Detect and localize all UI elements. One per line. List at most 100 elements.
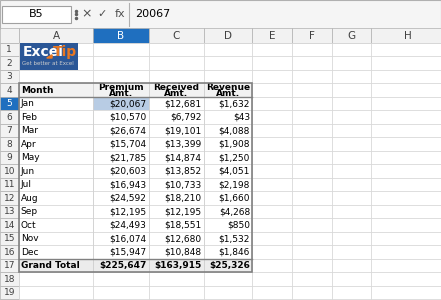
Bar xyxy=(332,245,371,259)
Bar xyxy=(292,151,332,164)
Bar xyxy=(252,272,292,286)
Bar xyxy=(19,151,93,164)
Text: 19: 19 xyxy=(4,288,15,297)
Bar xyxy=(204,205,252,218)
Text: $18,551: $18,551 xyxy=(164,220,202,230)
Bar xyxy=(332,28,371,43)
Bar xyxy=(292,124,332,137)
Text: ×: × xyxy=(82,8,92,21)
Bar xyxy=(332,97,371,110)
Bar xyxy=(332,218,371,232)
Text: 17: 17 xyxy=(4,261,15,270)
Text: 2: 2 xyxy=(7,59,12,68)
Text: $14,874: $14,874 xyxy=(164,153,202,162)
Bar xyxy=(19,83,93,97)
Bar xyxy=(371,164,441,178)
Bar xyxy=(252,164,292,178)
Bar xyxy=(204,299,252,300)
Bar xyxy=(0,110,19,124)
Bar xyxy=(149,259,204,272)
Text: 18: 18 xyxy=(4,275,15,284)
Text: F: F xyxy=(309,31,315,41)
Bar xyxy=(93,97,149,110)
Bar xyxy=(0,232,19,245)
Bar xyxy=(19,97,93,110)
Text: Apr: Apr xyxy=(21,140,36,148)
Bar xyxy=(19,110,93,124)
Bar xyxy=(252,245,292,259)
Text: $10,570: $10,570 xyxy=(109,113,146,122)
Text: Premium: Premium xyxy=(98,83,144,92)
Text: D: D xyxy=(224,31,232,41)
Text: $163,915: $163,915 xyxy=(154,261,202,270)
Bar xyxy=(292,70,332,83)
Bar xyxy=(204,272,252,286)
Text: $25,326: $25,326 xyxy=(209,261,250,270)
Bar xyxy=(19,232,93,245)
Text: $10,848: $10,848 xyxy=(164,248,202,256)
Bar xyxy=(371,43,441,56)
Bar xyxy=(204,218,252,232)
Text: 4: 4 xyxy=(7,86,12,95)
Bar xyxy=(204,191,252,205)
Bar xyxy=(19,124,93,137)
Text: $43: $43 xyxy=(233,113,250,122)
Bar xyxy=(332,232,371,245)
Text: $4,088: $4,088 xyxy=(219,126,250,135)
Bar xyxy=(292,56,332,70)
Bar xyxy=(292,28,332,43)
Text: $16,074: $16,074 xyxy=(109,234,146,243)
Bar xyxy=(332,70,371,83)
Text: G: G xyxy=(348,31,355,41)
Bar xyxy=(19,164,93,178)
Text: Dec: Dec xyxy=(21,248,38,256)
Text: $12,680: $12,680 xyxy=(164,234,202,243)
Text: Tip: Tip xyxy=(53,45,78,59)
Bar xyxy=(371,245,441,259)
Bar xyxy=(0,164,19,178)
Bar xyxy=(93,28,149,43)
Text: $12,195: $12,195 xyxy=(164,207,202,216)
Bar xyxy=(149,286,204,299)
Bar xyxy=(371,110,441,124)
Bar xyxy=(204,110,252,124)
Bar xyxy=(332,286,371,299)
Bar xyxy=(149,83,204,97)
Bar xyxy=(371,232,441,245)
Text: 11: 11 xyxy=(4,180,15,189)
Bar xyxy=(149,205,204,218)
Bar xyxy=(252,178,292,191)
Bar xyxy=(252,43,292,56)
Bar xyxy=(0,259,19,272)
Text: $15,704: $15,704 xyxy=(109,140,146,148)
Bar xyxy=(0,56,19,70)
Bar xyxy=(292,232,332,245)
Bar xyxy=(332,205,371,218)
Text: H: H xyxy=(404,31,412,41)
Bar xyxy=(252,151,292,164)
Bar xyxy=(2,6,71,22)
Bar xyxy=(371,286,441,299)
Bar xyxy=(252,70,292,83)
Text: $1,532: $1,532 xyxy=(219,234,250,243)
Text: $15,947: $15,947 xyxy=(109,248,146,256)
Bar xyxy=(371,56,441,70)
Text: $4,268: $4,268 xyxy=(219,207,250,216)
Bar xyxy=(371,218,441,232)
Text: $16,943: $16,943 xyxy=(109,180,146,189)
Bar xyxy=(332,191,371,205)
Bar xyxy=(292,259,332,272)
Bar xyxy=(93,137,149,151)
Bar xyxy=(19,43,93,56)
Text: 8: 8 xyxy=(6,140,12,148)
Bar xyxy=(0,70,19,83)
Text: $20,067: $20,067 xyxy=(109,99,146,108)
Bar xyxy=(149,272,204,286)
Bar xyxy=(149,299,204,300)
Text: B5: B5 xyxy=(29,9,44,19)
Text: Feb: Feb xyxy=(21,113,37,122)
Bar xyxy=(371,205,441,218)
Bar xyxy=(0,137,19,151)
Bar xyxy=(292,218,332,232)
Bar xyxy=(0,205,19,218)
